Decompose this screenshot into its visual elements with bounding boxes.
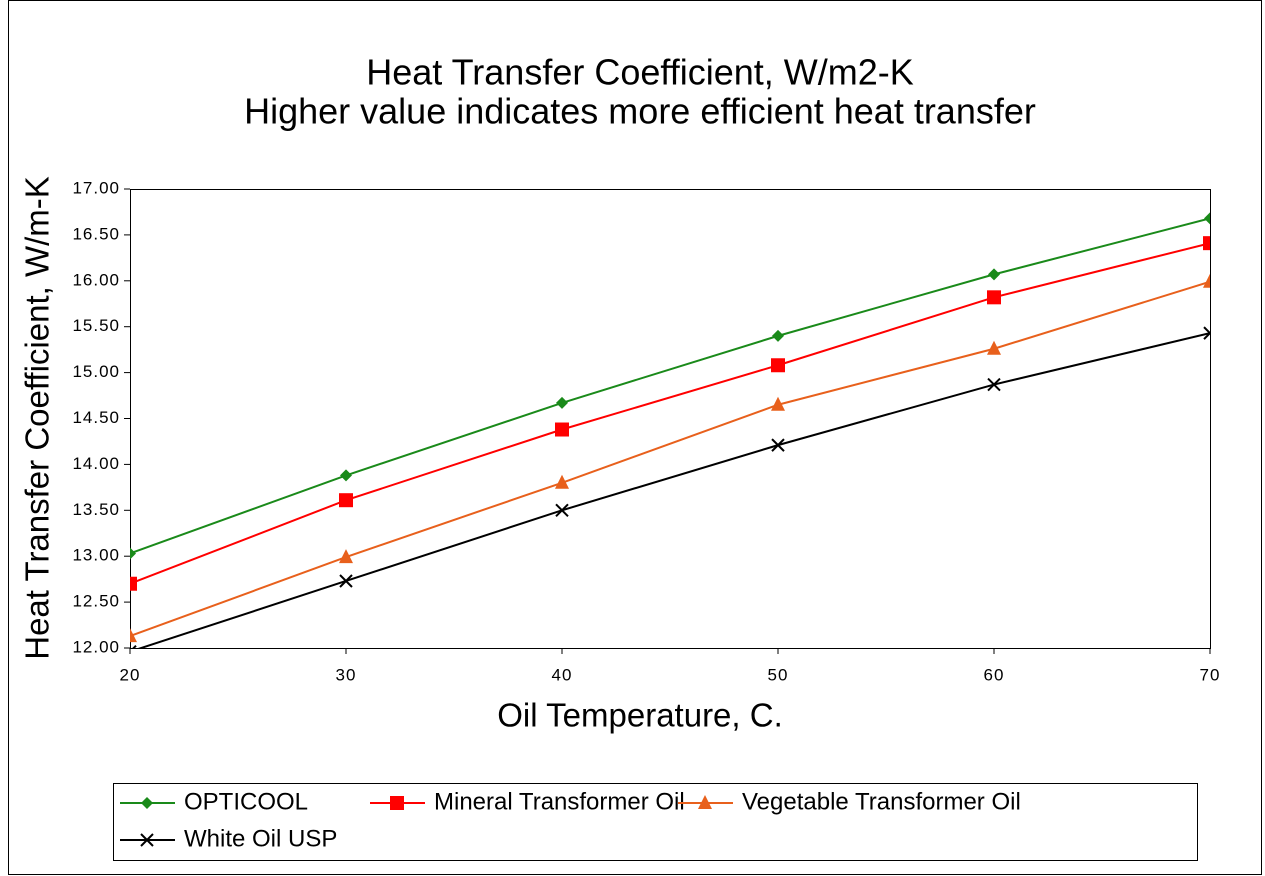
plot-series (130, 212, 1210, 648)
x-tick-label: 40 (552, 665, 573, 684)
marker (987, 377, 1001, 392)
marker (1203, 326, 1210, 340)
series-line (130, 280, 1210, 638)
legend-label: Vegetable Transformer Oil (742, 788, 1021, 815)
marker (339, 574, 353, 588)
x-tick-label: 20 (120, 665, 141, 684)
marker (339, 549, 353, 564)
marker (555, 474, 569, 489)
marker (340, 469, 352, 482)
x-tick-label: 50 (768, 665, 789, 684)
y-tick-label: 12.50 (72, 592, 120, 611)
marker (555, 422, 569, 437)
series-line (138, 332, 1210, 648)
legend (113, 783, 1198, 861)
marker (141, 797, 153, 809)
marker (555, 503, 569, 518)
marker (771, 358, 785, 373)
marker (771, 438, 785, 452)
legend-label: White Oil USP (184, 825, 337, 852)
chart-subtitle: Higher value indicates more efficient he… (244, 91, 1036, 132)
marker (698, 795, 712, 809)
marker (987, 290, 1001, 305)
y-tick-label: 17.00 (72, 178, 120, 197)
marker (130, 628, 137, 643)
y-axis-label: Heat Transfer Coefficient, W/m-K (19, 176, 56, 660)
y-tick-label: 15.00 (72, 362, 120, 381)
y-tick-label: 14.00 (72, 454, 120, 473)
legend-label: Mineral Transformer Oil (434, 788, 685, 815)
chart-border (8, 0, 1262, 875)
y-tick-label: 16.50 (72, 224, 120, 243)
marker (130, 576, 137, 591)
marker (130, 547, 136, 560)
chart-title: Heat Transfer Coefficient, W/m2-K (366, 52, 914, 93)
y-tick-label: 16.00 (72, 270, 120, 289)
y-tick-label: 12.00 (72, 637, 120, 656)
marker (772, 329, 784, 342)
series-line (130, 242, 1210, 585)
marker (556, 396, 568, 409)
marker (1204, 212, 1210, 225)
marker (988, 268, 1000, 281)
y-tick-label: 13.00 (72, 546, 120, 565)
marker (1203, 236, 1210, 251)
x-tick-label: 60 (984, 665, 1005, 684)
marker (132, 644, 137, 648)
marker (771, 396, 785, 411)
marker (339, 493, 353, 508)
marker (140, 833, 154, 847)
marker (987, 340, 1001, 355)
y-tick-label: 13.50 (72, 500, 120, 519)
x-axis-label: Oil Temperature, C. (497, 697, 783, 734)
y-tick-label: 15.50 (72, 316, 120, 335)
y-tick-label: 14.50 (72, 408, 120, 427)
x-tick-label: 30 (336, 665, 357, 684)
legend-label: OPTICOOL (184, 788, 308, 815)
marker (1203, 273, 1210, 288)
marker (390, 796, 404, 810)
plot-area (130, 189, 1211, 649)
series-line (130, 217, 1210, 555)
x-tick-label: 70 (1200, 665, 1221, 684)
